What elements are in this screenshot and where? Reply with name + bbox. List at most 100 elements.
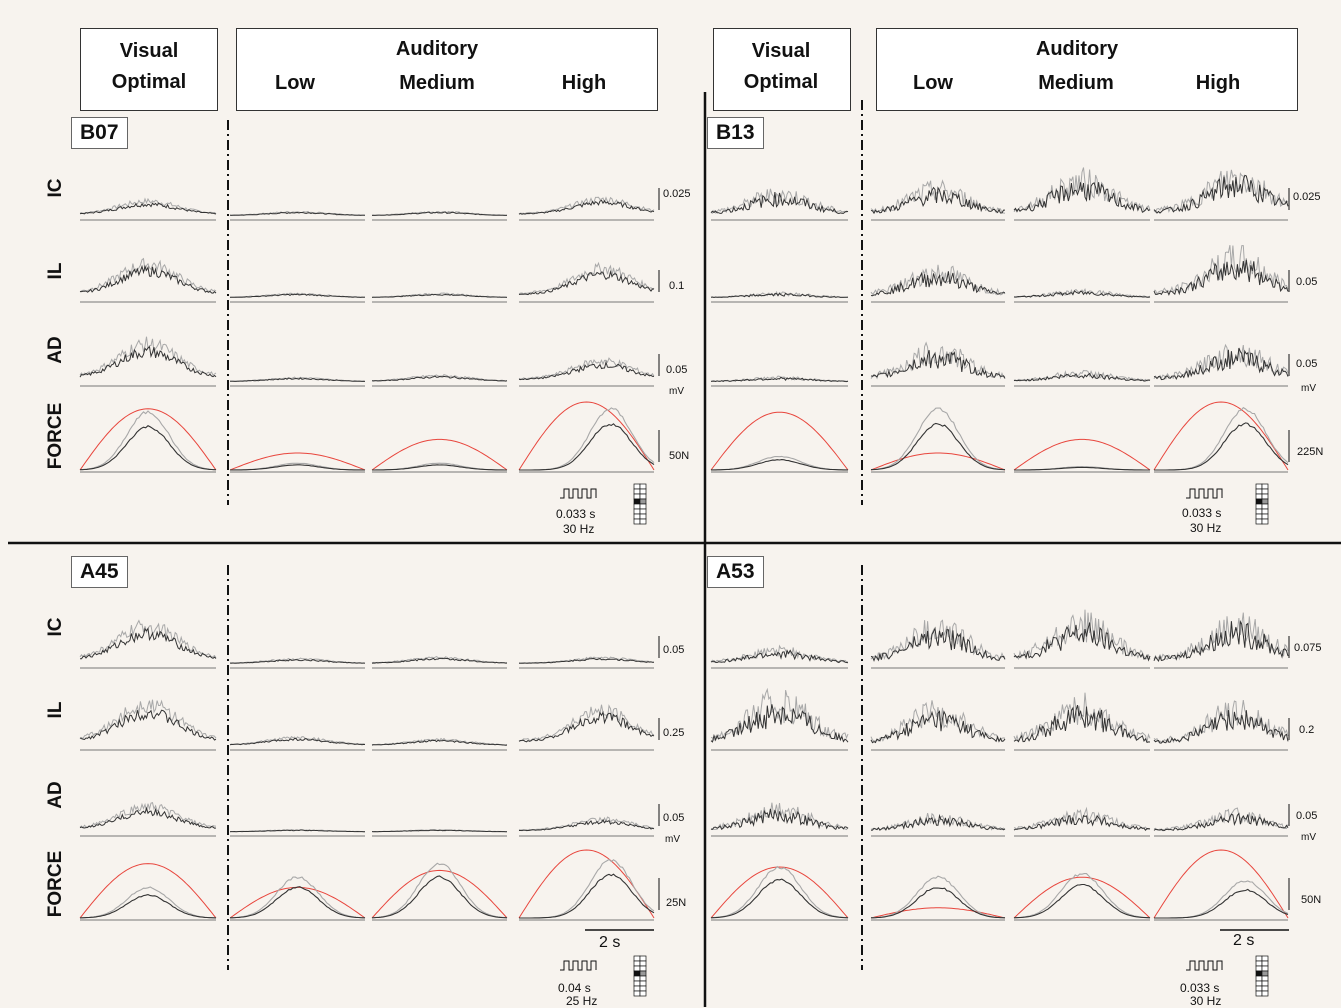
force-response-B13-1-1 <box>870 422 1006 471</box>
header-auditory-right: Auditory <box>1035 38 1119 60</box>
row-label-il-top: IL <box>45 262 66 280</box>
scale-b13-il: 0.05 <box>1296 276 1318 288</box>
emg-trace-A53-IC-2-0 <box>1013 609 1151 661</box>
scale-a45-unit: mV <box>665 834 680 845</box>
electrode-grid-icon-cell-A45-7-0 <box>633 990 641 997</box>
force-response-B13-2-1 <box>1014 466 1150 471</box>
stim-rate-b07: 30 Hz <box>563 522 595 536</box>
row-label-ic-bottom: IC <box>45 617 66 637</box>
header-box-auditory-left <box>236 28 658 111</box>
force-response-A45-0-1 <box>79 894 217 919</box>
emg-trace-A53-AD-1-1 <box>870 813 1006 831</box>
emg-trace-A53-AD-3-1 <box>1153 812 1289 832</box>
emg-trace-B13-IC-3-1 <box>1153 174 1289 214</box>
stim-period-a53: 0.033 s <box>1180 981 1220 995</box>
emg-trace-B13-IC-2-0 <box>1013 167 1151 213</box>
emg-trace-A53-IC-0-1 <box>710 649 849 664</box>
row-label-ic-top: IC <box>45 178 66 198</box>
emg-trace-B07-IC-3-0 <box>518 196 655 215</box>
emg-trace-B13-AD-2-1 <box>1013 372 1151 382</box>
time-bar-label-a45: 2 s <box>599 934 621 951</box>
force-response-A45-0-0 <box>80 886 216 919</box>
electrode-grid-icon-cell-B07-4-0 <box>633 503 641 510</box>
header-auditory-left: Auditory <box>395 38 479 60</box>
electrode-grid-icon-cell-B13-0-0 <box>1255 483 1263 490</box>
electrode-grid-icon-cell-A53-7-1 <box>1261 990 1269 997</box>
row-label-ad-bottom: AD <box>45 781 66 809</box>
emg-trace-A45-AD-0-0 <box>79 801 217 829</box>
force-response-B13-0-0 <box>711 455 848 471</box>
electrode-grid-icon-cell-B07-3-1 <box>639 498 647 505</box>
force-target-B13-1 <box>870 452 1006 471</box>
force-response-A45-3-1 <box>519 873 655 919</box>
electrode-grid-icon-cell-B07-3-0 <box>633 498 641 505</box>
scale-a53-il: 0.2 <box>1299 724 1315 736</box>
force-target-A53-1 <box>870 907 1006 919</box>
electrode-grid-icon-cell-B07-7-0 <box>633 518 641 525</box>
header-low-left: Low <box>275 72 315 94</box>
force-response-B07-2-0 <box>371 462 508 471</box>
force-target-A45-0 <box>79 863 217 919</box>
force-target-A53-0 <box>710 866 849 919</box>
electrode-grid-icon-cell-B07-0-1 <box>639 483 647 490</box>
scale-b07-il: 0.1 <box>669 280 685 292</box>
electrode-grid-icon-cell-A45-3-0 <box>633 970 641 977</box>
electrode-grid-icon-cell-B13-6-0 <box>1255 513 1263 520</box>
electrode-grid-icon-cell-B13-4-1 <box>1261 503 1269 510</box>
header-high-left: High <box>561 72 607 94</box>
scale-b13-ad: 0.05 <box>1296 358 1318 370</box>
stimulus-pulse-icon-A53 <box>1186 960 1223 971</box>
force-response-A53-2-1 <box>1013 883 1151 919</box>
force-response-A53-0-0 <box>710 865 849 919</box>
scale-b07-ic: 0.025 <box>663 188 691 200</box>
stim-period-b13: 0.033 s <box>1182 506 1222 520</box>
electrode-grid-icon-cell-A45-4-0 <box>633 975 641 982</box>
emg-trace-A53-AD-2-0 <box>1013 806 1150 831</box>
header-box-visual-right <box>713 28 851 111</box>
force-target-B07-2 <box>371 438 508 471</box>
emg-trace-A45-AD-0-1 <box>79 806 217 829</box>
scale-a53-ic: 0.075 <box>1294 642 1322 654</box>
emg-trace-A53-IL-3-0 <box>1153 700 1289 744</box>
electrode-grid-icon-cell-B07-5-1 <box>639 508 647 515</box>
stim-period-a45: 0.04 s <box>558 981 591 995</box>
emg-trace-A45-IL-3-1 <box>518 710 655 743</box>
force-response-B07-2-1 <box>372 464 507 471</box>
emg-trace-B07-IL-3-1 <box>518 269 655 296</box>
electrode-grid-icon-cell-B13-2-0 <box>1255 493 1263 500</box>
scale-b07-unit: mV <box>669 386 684 397</box>
stim-rate-a45: 25 Hz <box>566 994 598 1008</box>
force-response-B07-0-0 <box>79 410 217 471</box>
electrode-grid-icon-cell-A53-5-0 <box>1255 980 1263 987</box>
electrode-grid-icon-cell-A53-5-1 <box>1261 980 1269 987</box>
scale-a45-ic: 0.05 <box>663 644 685 656</box>
electrode-grid-icon-cell-B07-5-0 <box>633 508 641 515</box>
force-response-A53-0-1 <box>710 878 849 919</box>
emg-trace-A53-IL-1-1 <box>870 710 1006 744</box>
electrode-grid-icon-cell-A53-7-0 <box>1255 990 1263 997</box>
emg-trace-B13-IC-1-1 <box>870 186 1005 215</box>
emg-trace-B07-IL-3-0 <box>518 261 655 295</box>
emg-trace-A45-IL-3-0 <box>518 704 655 742</box>
emg-trace-B07-IL-1-1 <box>229 293 366 298</box>
stimulus-pulse-icon-A45 <box>560 960 597 971</box>
row-label-ad-top: AD <box>45 336 66 364</box>
emg-trace-B13-IC-3-0 <box>1153 169 1289 213</box>
header-low-right: Low <box>913 72 953 94</box>
force-response-A45-2-0 <box>371 862 508 919</box>
emg-trace-A53-AD-3-0 <box>1153 807 1289 831</box>
emg-trace-B07-AD-0-1 <box>79 346 217 378</box>
electrode-grid-icon-cell-A45-5-0 <box>633 980 641 987</box>
scale-a45-force: 25N <box>666 897 687 909</box>
electrode-grid-icon-cell-B07-4-1 <box>639 503 647 510</box>
force-target-A45-3 <box>518 849 655 919</box>
emg-trace-A45-IC-1-0 <box>229 657 365 664</box>
electrode-grid-icon-cell-A45-6-1 <box>639 985 647 992</box>
emg-trace-A45-IL-2-1 <box>371 739 508 746</box>
electrode-grid-icon-cell-A45-0-0 <box>633 955 641 962</box>
emg-trace-A53-IL-0-1 <box>710 704 849 743</box>
electrode-grid-icon-cell-B07-7-1 <box>639 518 647 525</box>
stimulus-pulse-icon-B13 <box>1186 488 1223 499</box>
emg-trace-A53-IC-1-1 <box>870 626 1006 662</box>
